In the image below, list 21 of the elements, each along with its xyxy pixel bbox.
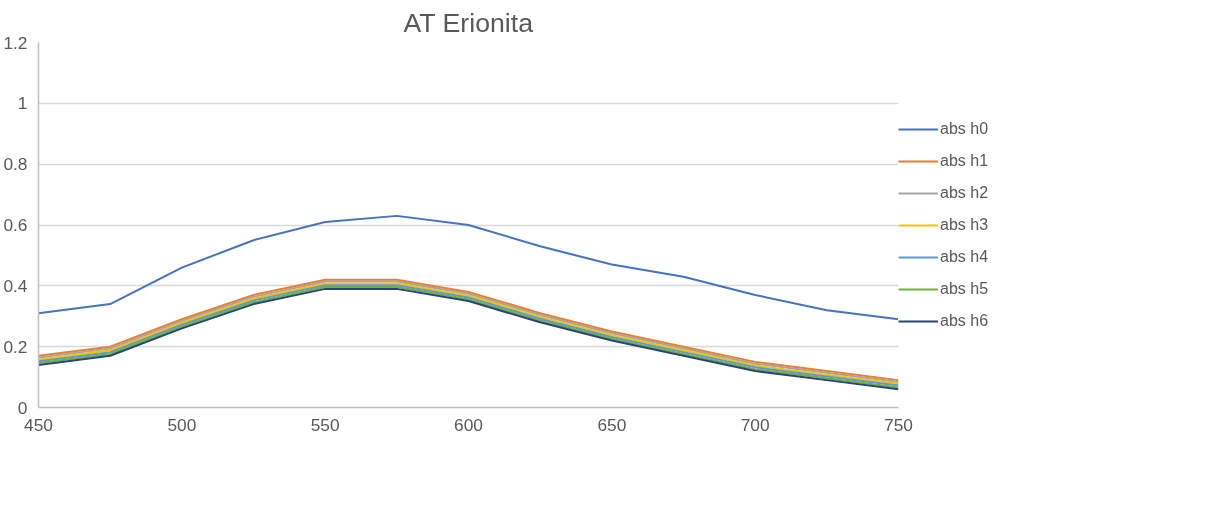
y-tick-label: 1: [17, 93, 28, 114]
y-tick-label: 1.2: [3, 32, 28, 53]
x-tick-label: 700: [740, 414, 770, 435]
x-tick-label: 750: [884, 414, 913, 435]
legend-label: abs h1: [940, 151, 989, 170]
x-tick-label: 600: [454, 414, 483, 435]
line-series: [38, 214, 899, 321]
y-tick-label: 0.8: [3, 154, 28, 175]
x-tick-label: 500: [167, 414, 197, 435]
legend-label: abs h3: [940, 215, 989, 234]
y-tick-label: 0.4: [3, 275, 28, 296]
x-tick-label: 650: [597, 414, 627, 435]
x-tick-label: 550: [310, 414, 340, 435]
legend-label: abs h4: [940, 247, 989, 266]
legend-label: abs h5: [940, 279, 989, 298]
legend-label: abs h2: [940, 183, 989, 202]
chart-title: AT Erionita: [403, 7, 534, 38]
legend-label: abs h0: [940, 119, 989, 138]
y-tick-label: 0.6: [3, 215, 28, 235]
legend-label: abs h6: [940, 311, 989, 330]
y-tick-label: 0.2: [3, 336, 28, 357]
